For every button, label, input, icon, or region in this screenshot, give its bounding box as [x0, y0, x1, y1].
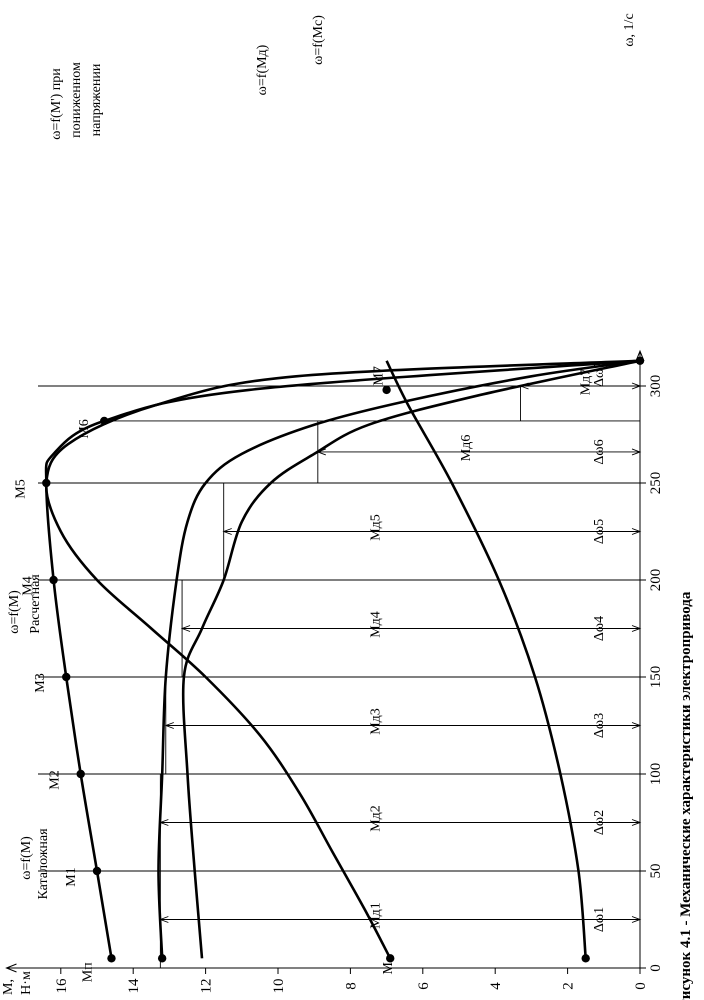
torque-tick-label-16: 16: [54, 978, 70, 994]
point-label-7: M6: [77, 419, 92, 438]
torque-tick-label-10: 10: [271, 979, 287, 994]
omega-tick-label-100: 100: [648, 763, 664, 786]
series-line-4: [181, 359, 641, 959]
calc-curve-label-1: ω=f(M): [7, 590, 22, 634]
point-label-5: M4: [21, 576, 36, 595]
catalog-curve-label-2: Каталожная: [36, 828, 51, 900]
point-label-6: M5: [13, 479, 28, 498]
md-arrow-right-6: [631, 448, 642, 456]
point-label-4: M3: [33, 673, 48, 692]
omega-tick-label-50: 50: [648, 864, 664, 879]
torque-tick-label-12: 12: [199, 979, 215, 994]
md-label-4: Мд4: [369, 611, 384, 638]
point-label-2: M1: [64, 867, 79, 886]
point-label-8: M7: [372, 366, 387, 385]
delta-omega-label-3: Δω3: [592, 713, 607, 738]
md-arrow-right-5: [631, 528, 642, 535]
torque-tick-label-2: 2: [561, 982, 577, 990]
data-point-marker-5: [92, 866, 102, 876]
catalog-curve-label-1: ω=f(M): [19, 836, 34, 880]
torque-axis-arrow: [5, 963, 17, 973]
md-arrow-left-3: [164, 722, 174, 729]
point-label-3: M2: [48, 770, 63, 789]
torque-tick-label-0: 0: [633, 982, 649, 990]
data-point-marker-3: [386, 954, 395, 963]
point-label-1: Mп: [80, 962, 95, 982]
axes-layer: [5, 349, 646, 974]
series-line-2: [44, 359, 641, 959]
data-point-marker-8: [49, 575, 58, 585]
series-line-5: [385, 360, 587, 959]
md-arrow-right-4: [631, 625, 642, 632]
point-label-9: M: [381, 962, 396, 975]
reduced-curve-label-1: ω=f(M') при: [49, 68, 64, 140]
delta-omega-label-5: Δω5: [592, 519, 607, 544]
calc-curve-label-2: Расчетная: [28, 574, 43, 634]
omega-tick-label-150: 150: [648, 666, 664, 689]
data-point-marker-12: [635, 356, 645, 365]
x-axis-title: ω, 1/с: [622, 13, 637, 46]
reduced-curve-label-3: напряжении: [89, 63, 104, 136]
delta-omega-label-4: Δω4: [592, 616, 607, 641]
omega-tick-label-0: 0: [648, 964, 664, 972]
md-arrow-right-2: [631, 819, 642, 826]
series-layer: [44, 359, 641, 959]
md-arrow-right-7: [631, 382, 642, 390]
md-curve-label: ω=f(Мд): [255, 44, 270, 95]
data-point-marker-7: [62, 672, 71, 682]
md-label-3: Мд3: [369, 708, 384, 735]
md-label-6: Мд6: [459, 435, 474, 462]
text-layer: Рисунок 4.1 - Механические характеристик…: [1, 13, 694, 1000]
data-point-marker-2: [157, 954, 167, 963]
omega-tick-label-250: 250: [648, 472, 664, 495]
md-arrow-left-4: [180, 625, 191, 632]
delta-omega-label-1: Δω1: [592, 907, 607, 932]
delta-omega-label-6: Δω6: [592, 439, 607, 464]
reduced-curve-label-2: пониженном: [69, 62, 84, 138]
interval-lines-layer: [38, 382, 642, 968]
torque-tick-label-14: 14: [126, 978, 142, 994]
figure-caption: Рисунок 4.1 - Механические характеристик…: [678, 591, 694, 1000]
md-label-1: Мд1: [369, 902, 384, 929]
md-label-2: Мд2: [369, 805, 384, 832]
torque-tick-label-4: 4: [488, 982, 504, 990]
data-point-marker-1: [107, 954, 116, 963]
md-arrow-right-1: [631, 916, 642, 923]
data-point-marker-10: [100, 416, 109, 426]
data-point-marker-4: [581, 954, 590, 963]
delta-omega-label-2: Δω2: [592, 810, 607, 835]
md-label-7: Мд7: [579, 369, 594, 396]
mc-curve-label: ω=f(Mc): [311, 15, 326, 65]
y-axis-title-line2: Н·м: [19, 971, 34, 995]
md-arrow-left-5: [222, 528, 232, 535]
data-point-marker-9: [42, 478, 51, 488]
omega-tick-label-300: 300: [648, 375, 664, 398]
series-line-3: [157, 359, 641, 959]
md-arrow-right-3: [631, 722, 642, 729]
y-axis-title-line1: M,: [1, 979, 16, 995]
data-point-marker-6: [76, 769, 85, 779]
torque-tick-label-6: 6: [416, 982, 432, 990]
markers-layer: [42, 356, 645, 963]
md-label-5: Мд5: [369, 514, 384, 541]
omega-tick-label-200: 200: [648, 569, 664, 592]
torque-tick-label-8: 8: [343, 982, 359, 990]
delta-omega-label-7: Δω7: [592, 362, 607, 387]
data-point-marker-11: [382, 385, 391, 395]
